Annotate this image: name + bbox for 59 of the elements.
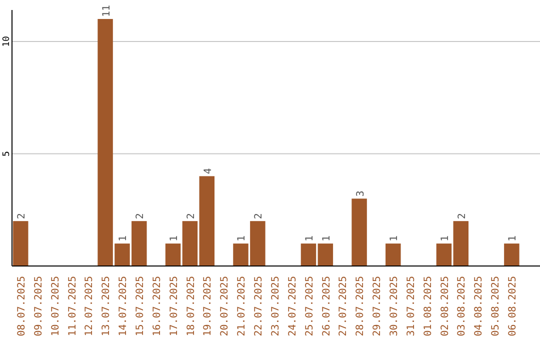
data-label: 11 — [101, 4, 112, 17]
data-label: 2 — [254, 213, 265, 220]
x-tick-label: 31.07.2025 — [406, 276, 417, 336]
bar — [199, 176, 215, 266]
data-label: 1 — [118, 236, 130, 242]
x-tick-label: 20.07.2025 — [220, 276, 231, 336]
data-label: 1 — [508, 236, 519, 242]
x-tick-label: 03.08.2025 — [456, 276, 468, 336]
x-tick-label: 14.07.2025 — [118, 276, 130, 336]
data-label: 1 — [304, 236, 316, 242]
bar — [318, 244, 334, 266]
x-tick-label: 09.07.2025 — [33, 276, 44, 336]
x-tick-label: 11.07.2025 — [67, 276, 78, 336]
x-tick-label: 19.07.2025 — [202, 276, 214, 336]
x-tick-label: 13.07.2025 — [101, 276, 112, 336]
x-tick-label: 04.08.2025 — [474, 276, 485, 336]
bar — [300, 244, 316, 266]
y-tick-label: 5 — [2, 151, 12, 156]
x-tick-label: 02.08.2025 — [440, 276, 451, 336]
data-label: 2 — [135, 213, 146, 220]
x-tick-label: 22.07.2025 — [254, 276, 265, 336]
x-tick-label: 16.07.2025 — [152, 276, 163, 336]
x-tick-label: 25.07.2025 — [304, 276, 316, 336]
data-label: 1 — [169, 236, 180, 242]
x-tick-label: 17.07.2025 — [168, 276, 180, 336]
x-tick-label: 23.07.2025 — [270, 276, 282, 336]
data-label: 2 — [186, 213, 197, 220]
x-tick-label: 01.08.2025 — [422, 276, 434, 336]
bar — [13, 221, 28, 266]
x-tick-label: 24.07.2025 — [287, 276, 298, 336]
bar — [504, 244, 520, 266]
bar — [352, 198, 367, 266]
data-label: 1 — [236, 236, 248, 242]
x-tick-label: 18.07.2025 — [186, 276, 197, 336]
data-label: 1 — [389, 236, 400, 242]
x-tick-label: 06.08.2025 — [508, 276, 519, 336]
x-tick-label: 05.08.2025 — [490, 276, 502, 336]
x-tick-label: 15.07.2025 — [135, 276, 146, 336]
x-tick-label: 21.07.2025 — [236, 276, 248, 336]
x-tick-label: 26.07.2025 — [321, 276, 332, 336]
data-label: 1 — [321, 236, 332, 242]
bar — [453, 221, 469, 266]
bar — [182, 221, 198, 266]
x-tick-label: 08.07.2025 — [16, 276, 28, 336]
y-tick-label: 10 — [2, 36, 12, 47]
data-label: 4 — [202, 168, 214, 174]
data-label: 1 — [440, 236, 451, 242]
x-tick-label: 28.07.2025 — [355, 276, 366, 336]
data-label: 2 — [456, 213, 468, 220]
x-tick-label: 12.07.2025 — [84, 276, 96, 336]
x-tick-label: 30.07.2025 — [389, 276, 400, 336]
bar — [165, 244, 181, 266]
x-tick-label: 10.07.2025 — [50, 276, 62, 336]
bar — [386, 244, 401, 266]
data-label: 2 — [16, 213, 28, 220]
data-label: 3 — [355, 190, 366, 197]
bar — [436, 244, 452, 266]
x-tick-label: 27.07.2025 — [338, 276, 350, 336]
x-tick-label: 29.07.2025 — [372, 276, 384, 336]
